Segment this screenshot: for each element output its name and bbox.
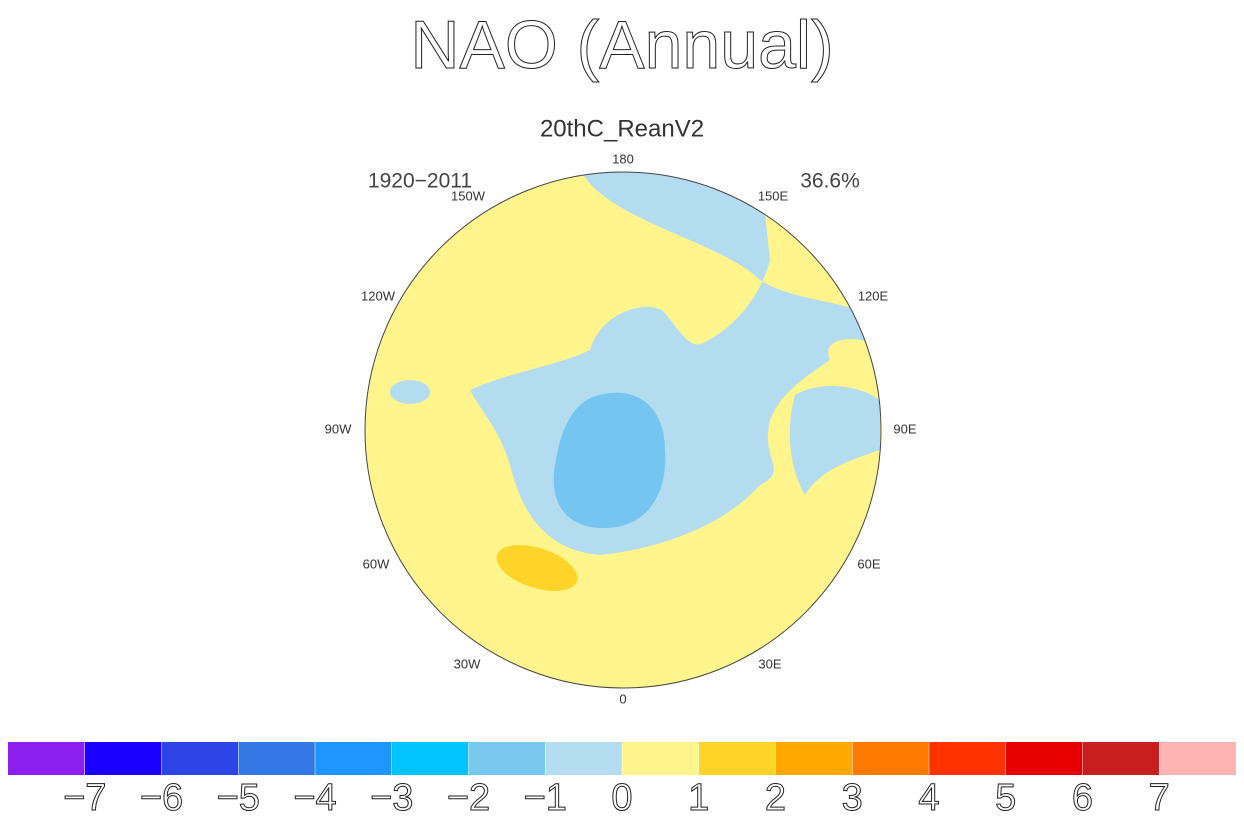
colorbar-box — [545, 742, 622, 775]
colorbar-box — [1005, 742, 1083, 775]
colorbar-box — [1159, 742, 1236, 775]
longitude-label: 30E — [758, 656, 781, 671]
longitude-label: 120W — [361, 288, 396, 303]
longitude-label: 0 — [619, 691, 626, 706]
colorbar-box — [161, 742, 239, 775]
colorbar-box — [8, 742, 85, 775]
colorbar-label: 4 — [918, 777, 939, 819]
colorbar-label: −2 — [447, 777, 490, 819]
colorbar-label: 0 — [611, 777, 632, 819]
longitude-label: 180 — [612, 151, 634, 166]
colorbar: −7 −6 −5 −4 −3 −2 −1 0 1 2 3 4 5 6 7 — [8, 742, 1236, 820]
colorbar-box — [84, 742, 162, 775]
colorbar-label: 7 — [1149, 777, 1170, 819]
longitude-label: 60W — [363, 556, 390, 571]
colorbar-label: −6 — [140, 777, 183, 819]
colorbar-label: −1 — [524, 777, 567, 819]
map-boundary — [364, 171, 882, 689]
colorbar-label: −7 — [63, 777, 106, 819]
colorbar-box — [391, 742, 469, 775]
period: 1920−2011 — [368, 170, 472, 193]
colorbar-label: 1 — [688, 777, 709, 819]
longitude-label: 90E — [893, 421, 916, 436]
title: NAO (Annual) — [410, 7, 833, 83]
colorbar-box — [315, 742, 392, 775]
longitude-label: 150W — [451, 188, 486, 203]
variance: 36.6% — [800, 170, 860, 193]
map-fill — [365, 172, 881, 688]
longitude-label: 60E — [857, 556, 880, 571]
colorbar-label: 5 — [995, 777, 1016, 819]
colorbar-label: 3 — [842, 777, 863, 819]
colorbar-box — [622, 742, 699, 775]
colorbar-label: −3 — [370, 777, 413, 819]
subtitle: 20thC_ReanV2 — [540, 115, 704, 142]
negative-region — [390, 380, 430, 404]
longitude-labels: 180 150W 150E 120W 120E 90W 90E 60W 60E 30W 30E 0 — [325, 151, 917, 706]
colorbar-label: −4 — [293, 777, 336, 819]
longitude-label: 30W — [454, 656, 481, 671]
colorbar-box — [238, 742, 315, 775]
longitude-label: 150E — [758, 188, 789, 203]
colorbar-box — [468, 742, 546, 775]
strong-negative-region — [553, 392, 666, 529]
colorbar-label: 2 — [765, 777, 786, 819]
negative-region — [789, 385, 880, 495]
colorbar-box — [775, 742, 853, 775]
colorbar-label: 6 — [1072, 777, 1093, 819]
positive-core — [496, 544, 578, 592]
longitude-label: 120E — [858, 288, 889, 303]
colorbar-label: −5 — [217, 777, 260, 819]
colorbar-box — [852, 742, 929, 775]
colorbar-box — [929, 742, 1006, 775]
longitude-label: 90W — [325, 421, 352, 436]
colorbar-box — [1082, 742, 1160, 775]
colorbar-box — [698, 742, 776, 775]
